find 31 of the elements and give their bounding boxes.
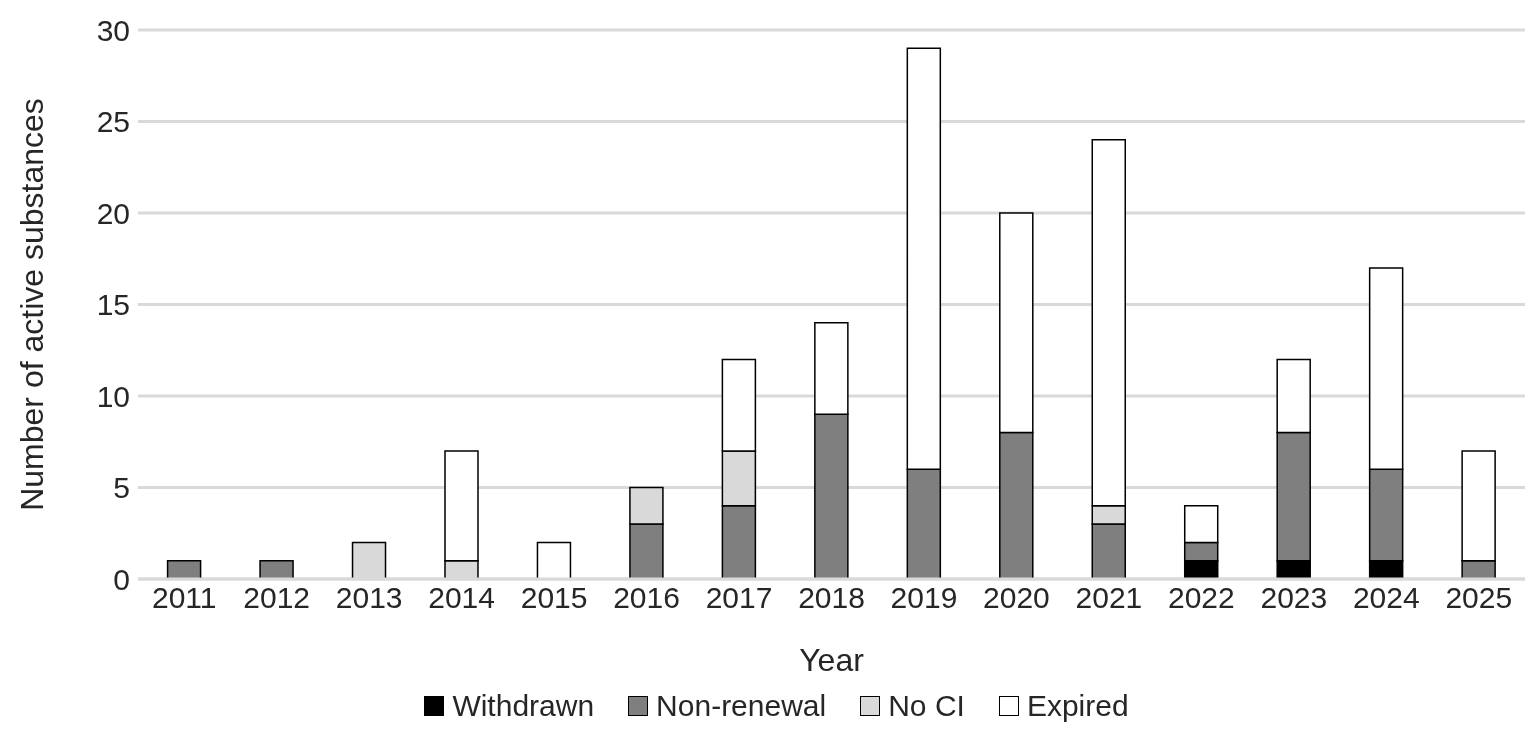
x-tick-label: 2012 — [243, 581, 311, 615]
x-tick-label: 2011 — [151, 581, 217, 615]
bar — [259, 559, 294, 579]
x-tick-label: 2022 — [1167, 581, 1235, 615]
y-tick-label: 5 — [113, 471, 130, 505]
x-tick-label: 2019 — [890, 581, 958, 615]
x-tick-label: 2025 — [1445, 581, 1513, 615]
x-tick-label: 2017 — [705, 581, 773, 615]
legend-label: Non-renewal — [656, 689, 827, 723]
y-tick-label: 25 — [96, 105, 130, 139]
x-tick-label: 2014 — [428, 581, 496, 615]
x-tick-label: 2021 — [1075, 581, 1143, 615]
y-tick-label: 30 — [96, 13, 130, 47]
bar — [536, 541, 572, 579]
bar — [166, 559, 202, 579]
y-tick-label: 20 — [96, 196, 130, 230]
y-tick-label: 10 — [96, 379, 130, 413]
y-axis-title: Number of active substances — [14, 98, 51, 511]
legend-label: Expired — [1026, 689, 1129, 723]
legend-label: No CI — [888, 689, 965, 723]
x-tick-label: 2016 — [613, 581, 680, 615]
y-tick-label: 0 — [113, 562, 130, 596]
x-axis-title: Year — [799, 642, 865, 678]
x-tick-label: 2020 — [983, 581, 1050, 615]
legend-label: Withdrawn — [452, 689, 595, 723]
x-tick-label: 2015 — [520, 581, 588, 615]
x-tick-label: 2024 — [1352, 581, 1420, 615]
y-tick-label: 15 — [96, 288, 130, 322]
x-tick-label: 2023 — [1260, 581, 1328, 615]
x-tick-label: 2013 — [335, 581, 403, 615]
x-tick-label: 2018 — [798, 581, 865, 615]
